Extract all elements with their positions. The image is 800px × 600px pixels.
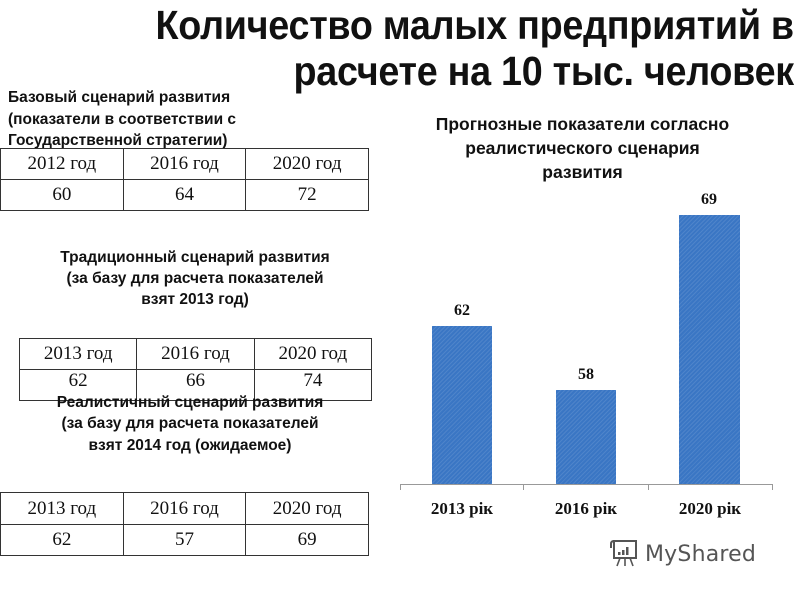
table-header-cell: 2020 год — [245, 492, 369, 525]
base-scenario-table: 2012 год 2016 год 2020 год 60 64 72 — [0, 148, 369, 211]
table-header-cell: 2016 год — [122, 148, 247, 180]
realistic-scenario-heading-1: Реалистичный сценарий развития — [56, 394, 324, 411]
table-value-cell: 66 — [136, 369, 255, 401]
bar-value-label-2016: 58 — [578, 366, 594, 383]
page-title-line-1: Количество малых предприятий в — [155, 2, 795, 48]
table-value-cell: 62 — [0, 524, 124, 556]
table-header-cell: 2020 год — [245, 148, 369, 180]
table-header-cell: 2016 год — [136, 338, 255, 370]
table-value-cell: 57 — [122, 524, 247, 556]
traditional-scenario-heading-1: Традиционный сценарий развития — [60, 249, 330, 266]
chart-title: Прогнозные показатели согласно реалистич… — [380, 112, 785, 184]
presentation-board-icon — [608, 536, 640, 573]
chart-title-line-2: реалистического сценария — [465, 138, 700, 158]
x-axis-tick — [772, 484, 773, 490]
watermark-logo: MyShared — [608, 536, 756, 573]
traditional-scenario-heading-2: (за базу для расчета показателей — [66, 270, 324, 287]
table-header-cell: 2013 год — [0, 492, 124, 525]
page-title-line-2: расчете на 10 тыс. человек — [293, 48, 795, 94]
table-value-cell: 72 — [245, 179, 369, 211]
chart-title-line-3: развития — [542, 162, 623, 182]
base-scenario-heading-1: Базовый сценарий развития — [8, 89, 231, 106]
table-header-cell: 2016 год — [122, 492, 247, 525]
x-axis-tick — [523, 484, 524, 490]
chart-title-line-1: Прогнозные показатели согласно — [435, 114, 730, 134]
table-value-cell: 69 — [245, 524, 369, 556]
x-axis-tick — [400, 484, 401, 490]
bar-value-label-2013: 62 — [454, 302, 470, 319]
watermark-text: MyShared — [645, 542, 757, 567]
realistic-scenario-table: 2013 год 2016 год 2020 год 62 57 69 — [0, 492, 369, 556]
table-header-cell: 2012 год — [0, 148, 124, 180]
x-axis-tick — [648, 484, 649, 490]
traditional-scenario-table: 2013 год 2016 год 2020 год 62 66 74 — [18, 338, 373, 401]
bar-2013 — [432, 326, 492, 484]
bar-2016 — [556, 390, 616, 484]
table-value-cell: 60 — [0, 179, 124, 211]
traditional-scenario-heading-3: взят 2013 год) — [141, 291, 249, 308]
table-header-cell: 2020 год — [253, 338, 373, 370]
x-axis-label-2020: 2020 рік — [678, 499, 742, 518]
realistic-scenario-heading-2: (за базу для расчета показателей — [61, 415, 319, 432]
bar-value-label-2020: 69 — [701, 191, 717, 208]
x-axis-line — [400, 484, 773, 485]
bar-2020 — [679, 215, 740, 484]
base-scenario-heading-2: (показатели в соответствии с — [8, 111, 237, 128]
table-header-cell: 2013 год — [18, 338, 138, 370]
x-axis-label-2016: 2016 рік — [554, 499, 618, 518]
realistic-scenario-heading-3: взят 2014 год (ожидаемое) — [88, 437, 292, 454]
table-value-cell: 64 — [122, 179, 247, 211]
table-value-cell: 62 — [18, 369, 138, 401]
x-axis-label-2013: 2013 рік — [430, 499, 494, 518]
base-scenario-heading-3: Государственной стратегии) — [8, 132, 228, 149]
table-value-cell: 74 — [253, 369, 373, 401]
